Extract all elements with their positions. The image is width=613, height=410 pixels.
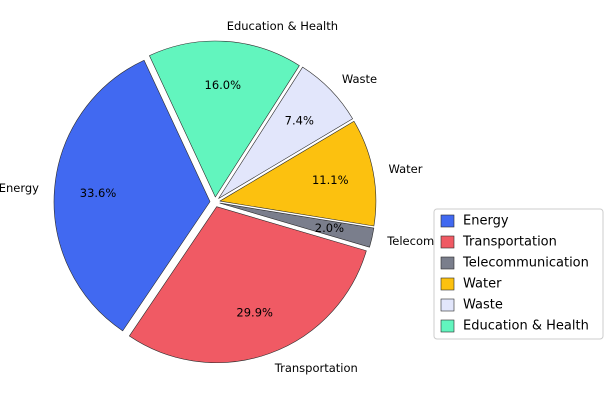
- category-label-energy: Energy: [0, 181, 39, 195]
- legend-frame: [433, 208, 604, 340]
- pie-slice-education-and-health: [149, 40, 300, 198]
- pie-slice-water: [219, 120, 377, 227]
- pie-slice-transportation: [129, 206, 367, 363]
- legend-label-energy: Energy: [463, 214, 509, 229]
- pct-label-waste: 7.4%: [285, 113, 314, 127]
- legend-label-waste: Waste: [463, 298, 503, 313]
- pct-label-telecommunication: 2.0%: [315, 221, 344, 235]
- legend-label-water: Water: [463, 277, 502, 292]
- legend-swatch-energy: [440, 214, 455, 228]
- legend-label-telecommunication: Telecommunication: [462, 256, 589, 271]
- legend-swatch-telecommunication: [440, 256, 455, 270]
- legend-swatch-waste: [440, 298, 455, 312]
- pct-label-energy: 33.6%: [80, 186, 117, 200]
- legend: Energy Transportation Telecommunication Wat…: [433, 208, 604, 340]
- pct-label-education-and-health: 16.0%: [205, 78, 242, 92]
- pct-label-water: 11.1%: [312, 173, 349, 187]
- category-label-transportation: Transportation: [274, 361, 358, 375]
- pie-slice-energy: [53, 59, 211, 332]
- legend-items: Energy Transportation Telecommunication Wat…: [440, 214, 589, 334]
- category-label-waste: Waste: [342, 72, 377, 86]
- legend-swatch-water: [440, 277, 455, 291]
- pct-label-transportation: 29.9%: [236, 305, 273, 319]
- legend-swatch-education-and-health: [440, 319, 455, 333]
- legend-label-transportation: Transportation: [462, 235, 557, 250]
- legend-label-education-and-health: Education & Health: [463, 319, 589, 334]
- category-label-education-and-health: Education & Health: [227, 19, 338, 33]
- legend-swatch-transportation: [440, 235, 455, 249]
- pie-slice-waste: [218, 66, 353, 199]
- pie-slice-telecommunication: [219, 202, 375, 248]
- pie-slices: [53, 40, 377, 363]
- category-label-water: Water: [388, 162, 422, 176]
